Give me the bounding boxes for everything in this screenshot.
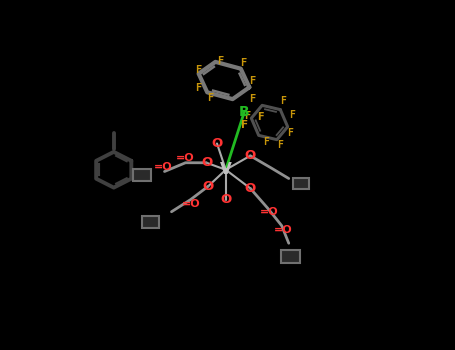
- Bar: [281, 250, 300, 263]
- Bar: [133, 169, 151, 181]
- Text: F: F: [257, 112, 264, 122]
- Text: =O: =O: [182, 199, 200, 209]
- Text: O: O: [212, 137, 222, 150]
- Text: F: F: [289, 111, 295, 120]
- Text: =O: =O: [259, 208, 278, 217]
- Text: F: F: [249, 76, 255, 85]
- Text: F: F: [288, 128, 293, 138]
- Text: B: B: [239, 105, 250, 119]
- Text: O: O: [245, 182, 256, 195]
- Bar: [293, 178, 309, 189]
- Text: F: F: [241, 120, 248, 130]
- Text: F: F: [281, 97, 287, 106]
- Text: =O: =O: [273, 225, 292, 235]
- Text: =O: =O: [153, 162, 172, 172]
- Text: F: F: [249, 94, 255, 104]
- Text: F: F: [243, 111, 250, 121]
- Text: O: O: [201, 156, 212, 169]
- Text: F: F: [263, 137, 269, 147]
- Text: F: F: [217, 56, 223, 66]
- Text: V: V: [220, 162, 232, 177]
- Text: F: F: [207, 93, 213, 103]
- Text: =O: =O: [176, 153, 194, 163]
- Text: F: F: [195, 65, 201, 75]
- Text: O: O: [202, 180, 214, 193]
- Text: F: F: [240, 58, 246, 68]
- Text: F: F: [195, 83, 201, 93]
- Text: O: O: [220, 193, 232, 206]
- Bar: [142, 216, 159, 229]
- Text: O: O: [245, 149, 256, 162]
- Text: F: F: [277, 140, 283, 150]
